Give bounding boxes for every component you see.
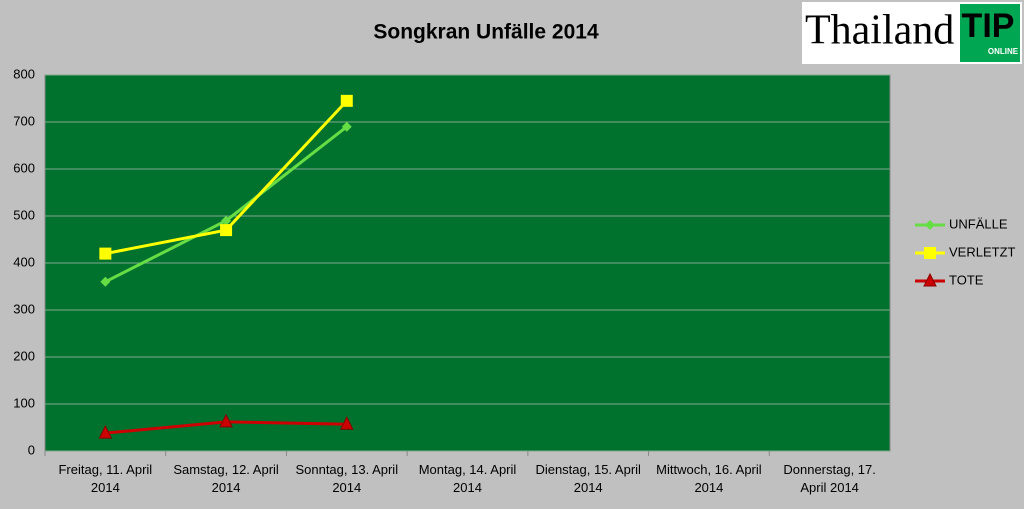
data-point <box>221 215 232 226</box>
logo-sub: ONLINE <box>988 47 1019 56</box>
x-tick-label: Donnerstag, 17. April 2014 <box>783 462 876 495</box>
x-tick-label: Dienstag, 15. April 2014 <box>535 462 641 495</box>
data-point <box>341 121 352 132</box>
y-tick-label: 300 <box>13 301 35 316</box>
y-tick-label: 800 <box>13 66 35 81</box>
y-tick-label: 500 <box>13 207 35 222</box>
data-point <box>99 247 112 260</box>
data-point <box>100 276 111 287</box>
y-tick-label: 400 <box>13 254 35 269</box>
y-tick-label: 700 <box>13 113 35 128</box>
y-tick-label: 0 <box>28 442 35 457</box>
legend-marker <box>925 220 935 230</box>
x-tick-label: Freitag, 11. April 2014 <box>58 462 153 495</box>
x-tick-label: Sonntag, 13. April 2014 <box>295 462 399 495</box>
data-point <box>340 94 353 107</box>
legend-marker <box>923 272 937 287</box>
y-tick-label: 600 <box>13 160 35 175</box>
data-point <box>219 413 233 428</box>
logo-badge-box <box>960 4 1020 62</box>
legend-label: TOTE <box>949 272 984 287</box>
data-point <box>220 224 233 237</box>
x-tick-label: Mittwoch, 16. April 2014 <box>656 462 762 495</box>
data-point <box>98 425 113 439</box>
y-tick-label: 200 <box>13 348 35 363</box>
data-point <box>339 416 354 430</box>
x-tick-label: Samstag, 12. April 2014 <box>173 462 279 495</box>
x-tick-label: Montag, 14. April 2014 <box>418 462 517 495</box>
legend-label: UNFÄLLE <box>949 216 1008 231</box>
logo-text: Thailand <box>805 8 954 54</box>
chart-title: Songkran Unfälle 2014 <box>373 21 599 44</box>
legend-marker <box>924 247 936 259</box>
y-tick-label: 100 <box>13 395 35 410</box>
legend-label: VERLETZT <box>949 244 1016 259</box>
logo-badge: TIP <box>962 7 1015 45</box>
